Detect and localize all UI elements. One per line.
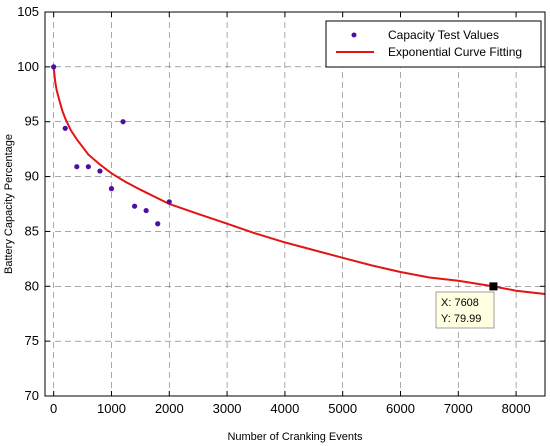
x-tick-label: 5000 [328, 401, 357, 416]
fit-curve-layer [52, 66, 546, 295]
y-tick-label: 95 [25, 114, 39, 129]
y-tick-label: 70 [25, 388, 39, 403]
y-tick-label: 100 [17, 59, 39, 74]
scatter-point [143, 207, 149, 214]
y-tick-label: 80 [25, 278, 39, 293]
x-tick-label: 4000 [270, 401, 299, 416]
data-tip-x-value: X: 7608 [441, 297, 479, 309]
scatter-point [166, 199, 172, 205]
x-tick-label: 8000 [502, 401, 531, 416]
y-axis-label: Battery Capacity Percentage [3, 134, 15, 274]
scatter-point [85, 164, 91, 170]
scatter-point [51, 64, 57, 70]
grid [45, 11, 545, 397]
scatter-point [131, 203, 138, 209]
axis-ticks: 0 1000 2000 3000 4000 5000 6000 7000 8000 70 75 80 8… [17, 4, 545, 416]
x-tick-label: 7000 [444, 401, 473, 416]
y-tick-label: 75 [25, 333, 39, 348]
x-tick-label: 3000 [213, 401, 242, 416]
data-tip-marker[interactable] [489, 282, 498, 291]
legend-label-exponential-curve-fitting: Exponential Curve Fitting [388, 45, 522, 59]
x-tick-label: 0 [50, 401, 57, 416]
y-tick-label: 90 [25, 169, 39, 184]
scatter-point [120, 119, 126, 125]
scatter-point [108, 186, 115, 192]
x-axis-label: Number of Cranking Events [227, 431, 363, 443]
scatter-point [97, 168, 103, 174]
x-tick-label: 6000 [386, 401, 415, 416]
y-tick-label: 105 [17, 4, 39, 19]
legend-box [325, 20, 542, 68]
scatter-point [62, 125, 68, 131]
plot-area-frame [44, 11, 546, 397]
legend-label-capacity-test-values: Capacity Test Values [388, 28, 499, 42]
scatter-point [155, 221, 161, 227]
fit-curve-line [52, 66, 546, 295]
y-tick-label: 85 [25, 223, 39, 238]
x-tick-label: 2000 [155, 401, 184, 416]
scatter-points-layer [51, 64, 172, 227]
x-tick-label: 1000 [97, 401, 126, 416]
legend-marker-capacity-test-values [351, 32, 357, 38]
data-tip-y-value: Y: 79.99 [441, 313, 481, 325]
legend: Capacity Test Values Exponential Curve F… [325, 20, 542, 68]
data-tip[interactable]: X: 7608 Y: 79.99 [435, 282, 498, 329]
scatter-point [74, 164, 80, 170]
data-tip-box [435, 291, 495, 329]
